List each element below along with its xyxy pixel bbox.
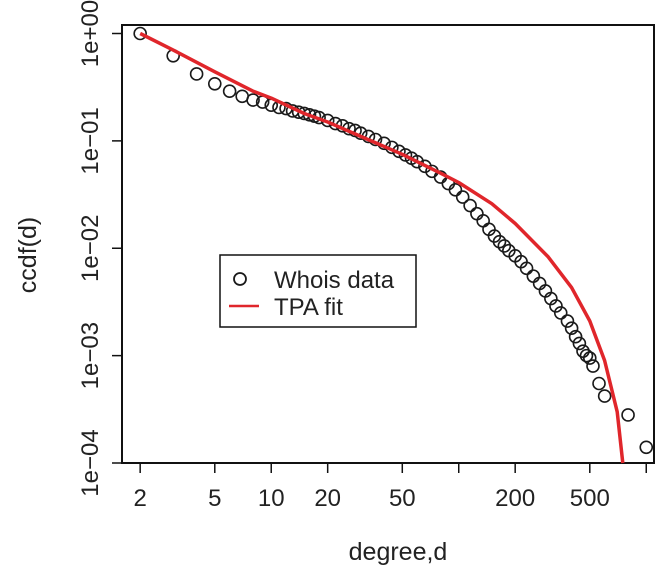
data-point — [586, 359, 600, 373]
data-point — [455, 190, 470, 204]
legend: Whois data TPA fit — [219, 254, 417, 328]
y-tick-label: 1e−03 — [77, 322, 104, 389]
x-tick-label: 10 — [258, 485, 285, 512]
data-point — [526, 269, 541, 283]
data-point — [207, 77, 222, 91]
data-point — [582, 351, 597, 365]
data-point — [549, 299, 563, 313]
data-point — [564, 321, 579, 336]
data-point — [189, 67, 204, 81]
y-tick-label: 1e+00 — [77, 0, 104, 67]
y-axis: 1e+00 1e−01 1e−02 1e−03 1e−04 — [77, 0, 122, 497]
legend-label-fit: TPA fit — [274, 294, 343, 321]
data-point — [470, 206, 484, 221]
data-point — [448, 183, 463, 197]
data-point — [492, 234, 507, 249]
data-point — [568, 329, 583, 344]
tpa-fit-line — [139, 31, 625, 464]
legend-label-whois: Whois data — [274, 267, 395, 294]
data-point — [133, 26, 147, 41]
data-point — [553, 306, 568, 320]
x-tick-label: 50 — [389, 485, 416, 512]
data-point — [560, 314, 575, 328]
data-point — [621, 408, 635, 422]
fit-line-group — [139, 31, 625, 464]
data-point — [579, 348, 594, 363]
y-tick-label: 1e−04 — [77, 429, 104, 496]
y-tick-label: 1e−02 — [77, 215, 104, 282]
data-point — [476, 214, 490, 228]
data-point — [463, 198, 477, 213]
plot-area — [121, 24, 655, 464]
x-axis-label: degree,d — [349, 538, 448, 566]
y-tick-label: 1e−01 — [77, 107, 104, 174]
data-point — [246, 93, 260, 107]
x-tick-label: 20 — [314, 485, 341, 512]
data-point — [297, 106, 312, 121]
x-tick-label: 5 — [208, 485, 221, 512]
data-points-whois — [133, 26, 654, 455]
data-point — [418, 159, 432, 174]
data-point — [639, 440, 654, 455]
y-axis-label: ccdf(d) — [14, 217, 42, 293]
x-tick-label: 200 — [495, 485, 535, 512]
data-point — [576, 344, 590, 358]
x-axis: 2 5 10 20 50 200 500 — [133, 463, 647, 512]
data-point — [497, 239, 512, 253]
data-point — [597, 389, 612, 403]
legend-box — [219, 254, 417, 328]
plot-border — [121, 24, 655, 464]
data-point — [410, 154, 424, 169]
data-point — [222, 84, 237, 99]
data-point — [519, 261, 534, 276]
x-tick-label: 500 — [570, 485, 610, 512]
x-tick-label: 2 — [133, 485, 146, 512]
legend-marker-whois — [233, 272, 247, 286]
data-point — [592, 376, 606, 391]
data-point — [572, 336, 587, 351]
